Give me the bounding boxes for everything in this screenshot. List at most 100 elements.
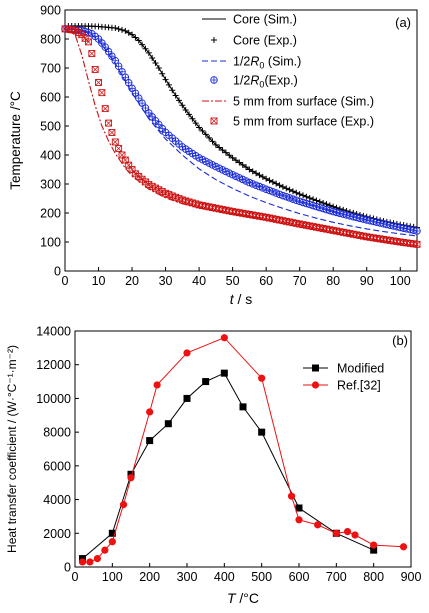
data-point: [243, 164, 250, 171]
x-tick-label: 80: [326, 274, 340, 288]
data-point-cross: [125, 161, 132, 169]
legend-text: 1/2: [233, 74, 250, 88]
data-point: [115, 145, 123, 152]
legend: Core (Sim.) Core (Exp.) 1/2R0 (Sim.) 1/2R0(…: [202, 13, 374, 129]
data-point: [101, 43, 109, 51]
legend-item: 5 mm from surface (Sim.): [202, 95, 374, 109]
data-point: [295, 504, 303, 512]
data-point: [122, 27, 129, 34]
y-tick-label: 200: [40, 207, 61, 221]
legend-text: 1/2: [233, 55, 250, 69]
data-point: [300, 192, 307, 199]
data-point-cross: [115, 145, 122, 152]
panel-label: (b): [392, 333, 408, 348]
legend-r-symbol: R: [250, 55, 259, 69]
data-point-cross: [128, 166, 136, 173]
x-tick-label: 20: [125, 274, 139, 288]
legend-text: 5 mm from surface (Exp.): [233, 115, 374, 129]
data-point-box: [413, 240, 421, 248]
data-point: [229, 154, 236, 161]
data-point: [226, 152, 233, 159]
x-tick-label: 800: [363, 570, 384, 584]
legend-marker: [210, 76, 218, 84]
data-point: [258, 428, 266, 436]
data-point-box: [95, 79, 102, 86]
data-point: [303, 193, 310, 200]
data-point: [155, 65, 162, 71]
data-point: [283, 185, 290, 192]
x-tick-label: 70: [293, 274, 307, 288]
y-tick-label: 10000: [36, 392, 71, 406]
data-point: [108, 529, 116, 537]
data-point: [131, 89, 140, 97]
data-point-cross: [158, 125, 166, 132]
data-point: [332, 529, 340, 537]
y-axis-label: Temperature /°C: [8, 91, 23, 190]
data-point-cross: [118, 68, 126, 76]
data-point-cross: [108, 129, 116, 136]
x-tick-label: 600: [289, 570, 310, 584]
data-point: [153, 381, 161, 389]
data-point: [202, 131, 209, 138]
data-point: [145, 49, 152, 56]
data-point: [164, 420, 172, 428]
data-point: [258, 374, 266, 382]
data-point-cross: [145, 109, 153, 117]
legend: Modified Ref.[32]: [303, 362, 384, 393]
data-point: [108, 129, 116, 136]
x-tick-label: 700: [326, 570, 347, 584]
data-point: [259, 173, 266, 180]
data-point-cross: [413, 241, 421, 248]
x-axis-variable: t: [230, 291, 235, 307]
data-point: [273, 180, 280, 187]
legend-label: 1/2R0(Exp.): [233, 74, 298, 90]
data-point: [269, 179, 276, 186]
x-tick-label: 500: [251, 570, 272, 584]
data-point: [165, 81, 172, 88]
data-point: [169, 87, 176, 94]
legend-text-tail: (Sim.): [264, 55, 301, 69]
data-point: [114, 62, 123, 71]
data-point: [124, 79, 133, 87]
data-point: [186, 111, 193, 118]
data-point: [111, 57, 120, 65]
data-point: [146, 437, 154, 445]
legend-item: 1/2R0 (Sim.): [202, 55, 301, 71]
data-point: [94, 35, 103, 43]
data-point: [182, 107, 189, 114]
data-point: [179, 102, 186, 109]
data-point: [296, 191, 303, 198]
data-point: [286, 186, 293, 193]
x-tick-label: 300: [177, 570, 198, 584]
data-point: [314, 521, 322, 529]
data-point: [132, 34, 139, 41]
data-point-cross: [95, 35, 102, 43]
legend-label: Core (Exp.): [233, 34, 297, 48]
data-point: [115, 25, 122, 32]
x-tick-label: 0: [62, 274, 69, 288]
data-point: [232, 157, 239, 164]
data-point: [212, 141, 219, 148]
x-tick-label: 50: [226, 274, 240, 288]
data-point: [216, 144, 223, 151]
y-tick-label: 2000: [43, 527, 71, 541]
data-point: [112, 24, 119, 31]
data-point: [91, 65, 99, 73]
legend-text: Core (Sim.): [233, 13, 297, 27]
data-point: [192, 120, 199, 127]
legend-label: Modified: [337, 362, 384, 376]
data-point-cross: [101, 105, 109, 112]
data-point: [293, 189, 300, 196]
x-tick-label: 400: [214, 570, 235, 584]
data-point: [119, 501, 128, 509]
data-point: [199, 127, 206, 134]
y-tick-label: 900: [40, 4, 61, 18]
y-tick-label: 300: [40, 178, 61, 192]
y-tick-label: 14000: [36, 325, 71, 339]
data-point-cross: [95, 79, 102, 86]
data-point: [295, 516, 303, 524]
data-point: [246, 166, 253, 173]
data-point: [239, 403, 247, 411]
legend-item: 1/2R0(Exp.): [210, 74, 298, 90]
x-tick-label: 900: [401, 570, 422, 584]
